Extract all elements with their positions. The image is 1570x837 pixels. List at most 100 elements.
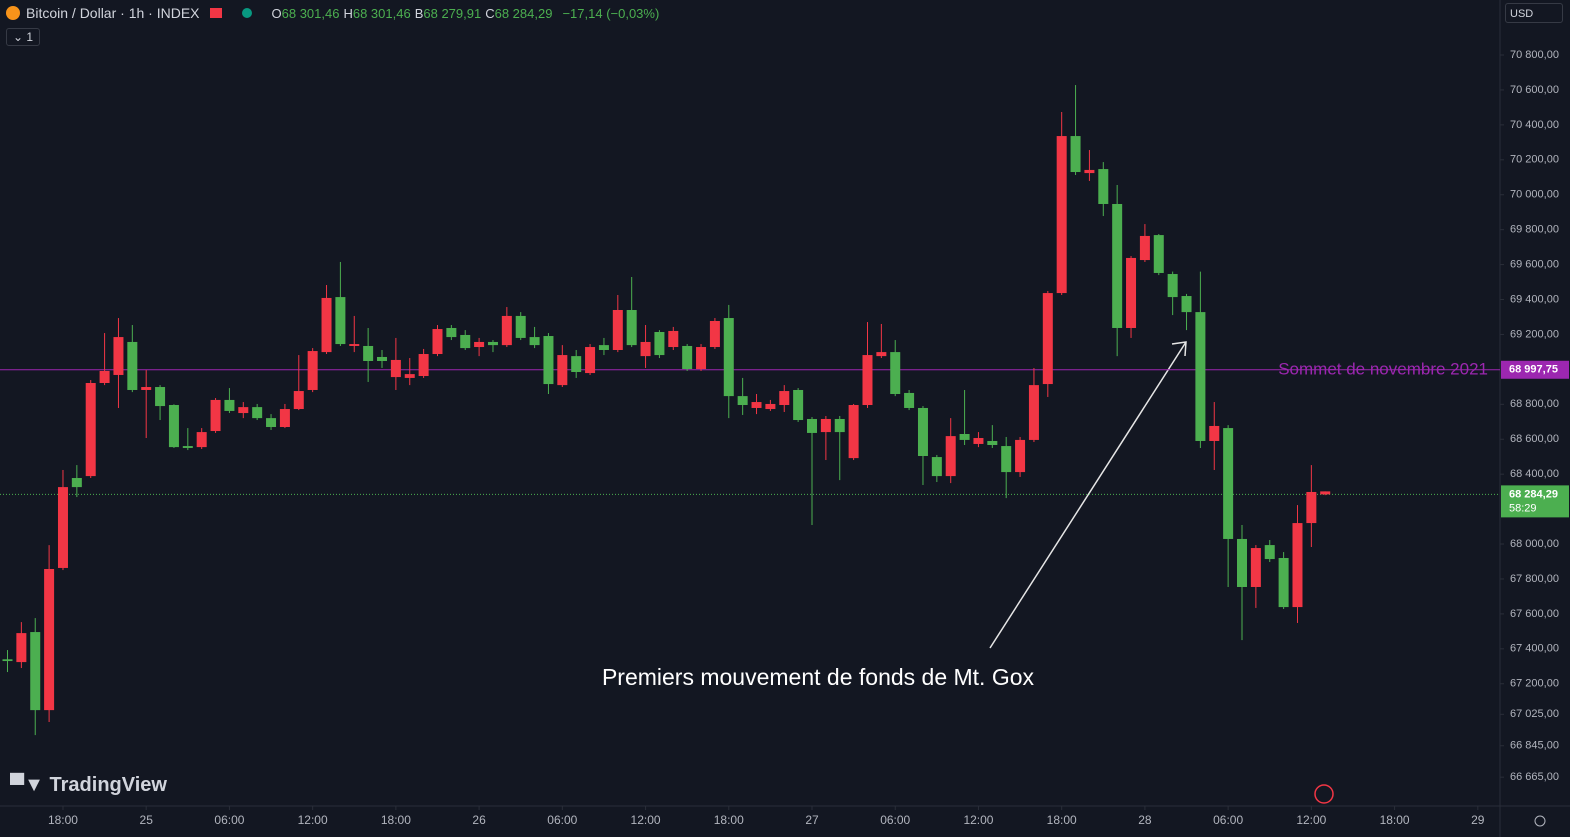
y-tick-label: 67 800,00 (1510, 573, 1559, 585)
candle-body (709, 321, 720, 348)
candle-body (293, 391, 304, 410)
x-tick-label: 27 (805, 813, 819, 827)
candle-body (141, 387, 152, 390)
x-tick-label: 29 (1471, 813, 1485, 827)
candle-body (654, 332, 665, 356)
candle-body (904, 392, 915, 408)
candle-body (973, 438, 984, 444)
candle-body (779, 391, 790, 406)
level-badge (1501, 360, 1569, 379)
x-tick-label: 12:00 (631, 813, 661, 827)
y-tick-label: 69 400,00 (1510, 293, 1559, 305)
candle-body (155, 387, 166, 407)
candle-body (57, 487, 68, 568)
collapse-button[interactable]: ⌄ 1 (6, 28, 41, 46)
candle-body (1292, 523, 1303, 608)
candle-body (1015, 439, 1026, 473)
candle-body (1139, 235, 1150, 261)
candle-body (432, 329, 443, 355)
candle-body (168, 405, 179, 448)
candle-body (848, 405, 859, 459)
annotation: Premiers mouvement de fonds de Mt. Gox (602, 664, 1035, 690)
candle-body (1278, 558, 1289, 608)
candle-body (807, 418, 818, 433)
candle-body (210, 399, 221, 432)
symbol[interactable]: Bitcoin / Dollar · 1h · INDEX (26, 5, 200, 21)
logo: ▀▼ TradingView (10, 774, 167, 796)
candle-body (1209, 425, 1220, 441)
candle-body (640, 341, 651, 357)
candle-body (363, 345, 374, 361)
candle-body (266, 418, 277, 428)
candle-body (1126, 257, 1137, 328)
settings-icon[interactable] (1534, 815, 1546, 827)
candle-body (668, 330, 679, 348)
candle-body (335, 297, 346, 345)
y-tick-label: 67 400,00 (1510, 643, 1559, 655)
x-tick-label: 12:00 (298, 813, 328, 827)
x-tick-label: 06:00 (880, 813, 910, 827)
candle-body (1250, 548, 1261, 587)
flag[interactable] (209, 8, 222, 18)
candle-body (1223, 428, 1234, 539)
candle-body (1195, 312, 1206, 441)
alert-icon[interactable] (1314, 784, 1334, 804)
candle-body (99, 370, 110, 384)
currency-select[interactable]: USD (1505, 3, 1563, 23)
candle-body (820, 418, 831, 433)
candle-body (85, 383, 96, 477)
candle-body (515, 315, 526, 338)
candle-body (723, 318, 734, 397)
coin-icon (6, 6, 20, 20)
candle-body (1070, 136, 1081, 173)
x-tick-label: 25 (140, 813, 154, 827)
ohlc-value: 68 279,91 (423, 5, 482, 21)
y-tick-label: 66 665,00 (1510, 771, 1559, 783)
candle-body (474, 341, 485, 348)
candle-body (696, 347, 707, 370)
y-tick-label: 70 800,00 (1510, 49, 1559, 61)
x-tick-label: 18:00 (1380, 813, 1410, 827)
candle-body (377, 356, 388, 361)
ohlc-key: B (414, 5, 424, 21)
legend: Bitcoin / Dollar · 1h · INDEX O 68 301,46… (6, 5, 663, 21)
x-tick-label: 18:00 (1047, 813, 1077, 827)
y-tick-label: 69 200,00 (1510, 328, 1559, 340)
candle-body (224, 399, 235, 411)
candle-body (987, 440, 998, 446)
x-tick-label: 06:00 (1213, 813, 1243, 827)
x-tick-label: 28 (1138, 813, 1152, 827)
candle-body (834, 418, 845, 433)
y-tick-label: 68 600,00 (1510, 433, 1559, 445)
candle-body (737, 396, 748, 406)
count: 1 (26, 30, 34, 44)
candle-body (1167, 274, 1178, 298)
candle-body (1042, 293, 1053, 385)
logo-text: TradingView (49, 774, 167, 796)
candle-body (501, 315, 512, 346)
candle-body (793, 389, 804, 421)
candle-body (238, 407, 249, 414)
y-tick-label: 70 600,00 (1510, 84, 1559, 96)
candle-body (682, 345, 693, 370)
y-tick-label: 68 000,00 (1510, 538, 1559, 550)
arrow (989, 341, 1187, 649)
candle-body (113, 337, 124, 375)
candle-body (612, 310, 623, 350)
ohlc-value: 68 301,46 (281, 5, 340, 21)
ohlc-key: H (343, 5, 353, 21)
ohlc-key: C (485, 5, 495, 21)
candle-body (44, 569, 55, 711)
candle-body (390, 359, 401, 378)
candle-body (931, 457, 942, 477)
x-tick-label: 06:00 (214, 813, 244, 827)
candle-body (404, 374, 415, 378)
candle-body (182, 446, 193, 448)
x-tick-label: 18:00 (381, 813, 411, 827)
candle-body (876, 352, 887, 357)
candle-body (279, 409, 290, 428)
candle-body (1237, 538, 1248, 587)
candle-body (917, 407, 928, 457)
candle-body (543, 336, 554, 385)
last-price-badge (1501, 485, 1569, 518)
